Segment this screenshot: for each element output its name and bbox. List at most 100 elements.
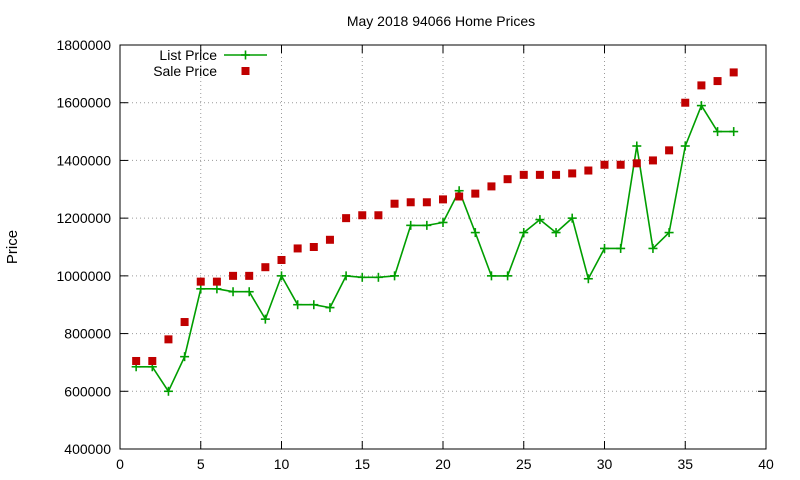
- list-price-point: [244, 287, 254, 297]
- sale-price-point: [309, 243, 318, 251]
- list-price-point: [196, 284, 206, 294]
- sale-price-point: [535, 170, 544, 179]
- legend-label-list-price: List Price: [159, 47, 217, 63]
- list-price-point: [535, 215, 545, 225]
- sale-price-point: [342, 214, 351, 223]
- y-tick-label: 1600000: [56, 95, 111, 111]
- list-price-point: [277, 271, 286, 281]
- sale-price-point: [164, 335, 173, 344]
- legend-square-sale-price: [241, 67, 250, 75]
- sale-price-point: [665, 146, 674, 155]
- sale-price-point: [325, 235, 334, 244]
- sale-price-point: [374, 211, 383, 220]
- x-tick-label: 0: [116, 456, 124, 472]
- sale-price-point: [148, 356, 157, 365]
- sale-price-point: [713, 77, 722, 86]
- sale-price-point: [503, 175, 512, 184]
- list-price-point: [713, 127, 723, 137]
- list-price-point: [470, 228, 480, 238]
- list-price-point: [212, 284, 222, 294]
- list-price-point: [422, 220, 432, 230]
- sale-price-point: [422, 198, 431, 207]
- sale-price-point: [552, 170, 561, 179]
- list-price-point: [373, 272, 383, 282]
- sale-price-point: [358, 211, 367, 220]
- y-tick-label: 1200000: [56, 210, 111, 226]
- x-tick-label: 35: [677, 456, 693, 472]
- x-tick-label: 40: [758, 456, 774, 472]
- legend-marker-sale-price: [241, 67, 250, 75]
- sale-price-point: [245, 271, 254, 280]
- sale-price-point: [519, 170, 528, 179]
- sale-price-point: [600, 160, 609, 169]
- list-price-point: [228, 287, 238, 297]
- list-price-point: [696, 101, 706, 111]
- sale-price-point: [584, 166, 593, 175]
- sale-price-point: [277, 255, 286, 264]
- series-layer: [131, 68, 739, 396]
- y-tick-label: 800000: [64, 326, 111, 342]
- axis-tick-labels: 400000 600000 800000 1000000 1200000 1400000 1…: [56, 37, 774, 472]
- list-price-point: [632, 141, 642, 151]
- x-tick-label: 20: [435, 456, 451, 472]
- sale-price-point: [616, 160, 625, 169]
- list-price-point: [486, 271, 496, 281]
- legend: List Price Sale Price: [153, 47, 267, 79]
- sale-price-point: [568, 169, 577, 178]
- sale-price-point: [229, 271, 238, 280]
- sale-price-point: [261, 263, 270, 272]
- y-axis-label: Price: [4, 230, 21, 264]
- legend-marker-list-price: [224, 50, 267, 60]
- list-price-point: [357, 272, 367, 282]
- sale-price-point: [487, 182, 496, 191]
- sale-price-point: [632, 159, 641, 168]
- x-tick-label: 5: [197, 456, 205, 472]
- x-tick-label: 25: [516, 456, 532, 472]
- list-price-point: [341, 271, 351, 281]
- list-price-point: [680, 141, 690, 151]
- sale-price-point: [439, 195, 447, 204]
- list-price-point: [600, 243, 609, 253]
- sale-price-point: [471, 189, 480, 198]
- list-price-point: [616, 243, 626, 253]
- legend-plus-list-price: [241, 50, 250, 60]
- sale-price-point: [132, 356, 141, 365]
- y-tick-label: 1400000: [56, 152, 111, 168]
- y-tick-label: 400000: [64, 441, 111, 457]
- plot-frame: [119, 44, 767, 450]
- sale-price-point: [455, 192, 464, 201]
- legend-label-sale-price: Sale Price: [153, 63, 217, 79]
- list-price-point: [503, 271, 513, 281]
- list-price-point: [438, 217, 448, 227]
- list-price-point: [293, 300, 303, 310]
- list-price-point: [664, 228, 674, 238]
- list-price-point: [519, 228, 529, 238]
- sale-price-point: [681, 98, 690, 107]
- list-price-point: [551, 228, 561, 238]
- sale-price-point: [729, 68, 738, 77]
- sale-price-point: [293, 244, 302, 253]
- sale-price-point: [406, 198, 415, 207]
- y-tick-label: 600000: [64, 383, 111, 399]
- list-price-point: [648, 243, 658, 253]
- x-tick-label: 30: [597, 456, 613, 472]
- chart-title: May 2018 94066 Home Prices: [347, 13, 535, 29]
- list-price-point: [390, 271, 400, 281]
- sale-price-point: [390, 199, 399, 208]
- list-price-point: [180, 352, 190, 362]
- sale-price-point: [697, 81, 706, 90]
- list-price-point: [567, 213, 577, 223]
- grid: [120, 45, 766, 449]
- y-tick-label: 1800000: [56, 37, 111, 53]
- x-tick-label: 10: [274, 456, 290, 472]
- sale-price-point: [180, 318, 189, 327]
- list-price-point: [583, 274, 593, 284]
- x-tick-label: 15: [354, 456, 370, 472]
- list-price-point: [325, 303, 335, 313]
- y-tick-label: 1000000: [56, 268, 111, 284]
- list-price-point: [309, 300, 319, 310]
- list-price-point: [260, 314, 270, 324]
- sale-price-point: [648, 156, 657, 165]
